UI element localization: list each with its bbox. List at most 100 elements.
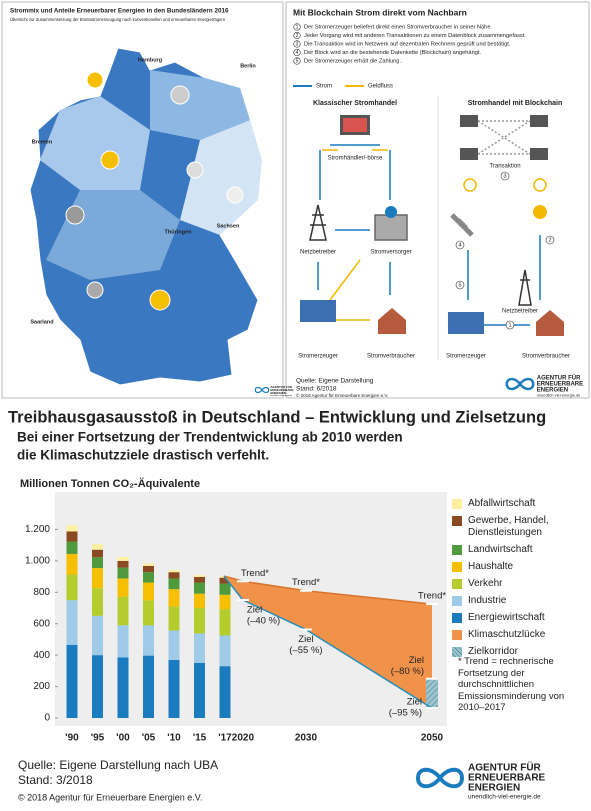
state-label: Berlin bbox=[240, 63, 256, 69]
chart-subtitle: die Klimaschutzziele drastisch verfehlt. bbox=[17, 448, 269, 463]
step-text: Die Transaktion wird im Netzwerk auf dez… bbox=[304, 42, 511, 48]
legend: Abfallwirtschaft Gewerbe, Handel, Dienstl… bbox=[452, 498, 584, 663]
legend-item: Gewerbe, Handel, Dienstleistungen bbox=[452, 515, 584, 539]
y-tick-label: 200 bbox=[33, 681, 50, 692]
step-number: 3 bbox=[503, 173, 506, 179]
bar-segment bbox=[117, 567, 129, 579]
step-badge bbox=[293, 31, 301, 40]
step-badge bbox=[455, 280, 465, 290]
x-tick-label: '95 bbox=[91, 733, 105, 744]
legend-item: Haushalte bbox=[452, 561, 584, 573]
logo-text: ERNEUERBARE bbox=[468, 773, 546, 784]
diagram-label: Stromhändler/-börse bbox=[328, 156, 383, 162]
bar-segment bbox=[92, 544, 103, 550]
step-badge bbox=[293, 48, 301, 57]
legend-label: Industrie bbox=[468, 595, 507, 606]
legend-swatch bbox=[452, 596, 462, 606]
bar-segment bbox=[168, 660, 180, 718]
target-label: Ziel bbox=[298, 634, 313, 645]
bar-segment bbox=[194, 663, 205, 718]
bar-segment bbox=[92, 588, 103, 616]
x-tick-label: 2050 bbox=[421, 733, 444, 744]
bar-segment bbox=[117, 578, 129, 597]
bar-segment bbox=[219, 635, 231, 667]
copyright: © 2018 Agentur für Erneuerbare Energien … bbox=[296, 392, 388, 398]
legend-label: Haushalte bbox=[468, 561, 514, 572]
y-tick-label: 1.000 bbox=[25, 555, 50, 566]
target-label: (–80 %) bbox=[391, 666, 424, 677]
diagram-label: Stromverbraucher bbox=[367, 354, 415, 360]
bar-segment bbox=[117, 556, 129, 561]
bar-segment bbox=[219, 666, 231, 718]
logo-mark bbox=[415, 767, 465, 789]
bar-segment bbox=[66, 600, 78, 645]
target-label: (–55 %) bbox=[289, 645, 322, 656]
state-label: Hamburg bbox=[138, 57, 162, 63]
x-tick-label: '05 bbox=[142, 733, 156, 744]
legend-item: Abfallwirtschaft bbox=[452, 498, 584, 510]
step-text: Jeder Vorgang wird mit anderen Transakti… bbox=[304, 33, 526, 39]
diagram-label: Stromerzeuger bbox=[446, 354, 486, 360]
legend-swatch bbox=[452, 516, 462, 526]
state-label: Sachsen bbox=[217, 223, 240, 229]
map-subtitle: Übersicht zur Zusammensetzung der Brutto… bbox=[10, 17, 226, 22]
logo-url: unendlich-viel-energie.de bbox=[468, 794, 541, 801]
step-number: 2 bbox=[548, 237, 551, 243]
logo-text: AGENTUR FÜR bbox=[468, 761, 542, 774]
legend-label: Landwirtschaft bbox=[468, 544, 533, 555]
logo-url: unendlich-viel-energie.de bbox=[537, 392, 580, 397]
legend-item: Industrie bbox=[452, 595, 584, 607]
state-label: Bremen bbox=[32, 139, 53, 145]
bar-segment bbox=[168, 630, 180, 661]
step-badge bbox=[505, 320, 515, 330]
blockchain-title: Mit Blockchain Strom direkt vom Nachbarn bbox=[293, 7, 467, 17]
state-label: Saarland bbox=[30, 319, 53, 325]
step-text: Der Stromerzeuger erhält die Zahlung. bbox=[304, 59, 401, 65]
bar-segment bbox=[143, 625, 154, 656]
step-number: 2 bbox=[296, 33, 299, 39]
x-tick-label: '90 bbox=[65, 733, 79, 744]
trend-label: Trend* bbox=[292, 577, 320, 588]
chart-subtitle: Bei einer Fortsetzung der Trendentwicklu… bbox=[17, 430, 403, 445]
legend-item: Zielkorridor bbox=[452, 646, 584, 658]
bar-segment bbox=[168, 572, 180, 579]
bar-segment bbox=[92, 549, 103, 558]
logo-text: AGENTUR FÜR bbox=[270, 384, 293, 389]
bar-segment bbox=[117, 596, 129, 626]
legend-swatch bbox=[452, 647, 462, 657]
step-badge bbox=[545, 235, 555, 245]
legend-item: Verkehr bbox=[452, 578, 584, 590]
logo-text: ERNEUERBARE bbox=[270, 388, 293, 392]
bar-segment bbox=[219, 609, 231, 636]
diagram-label: Stromversorger bbox=[370, 250, 411, 256]
target-label: (–40 %) bbox=[247, 616, 280, 627]
legend-swatch bbox=[452, 613, 462, 623]
bar-segment bbox=[219, 577, 231, 584]
diagram-label: Netzbetreiber bbox=[300, 250, 336, 256]
diagram-label: Netzbetreiber bbox=[502, 309, 538, 315]
target-label: (–95 %) bbox=[389, 708, 422, 719]
legend-label: Klimaschutzlücke bbox=[468, 629, 546, 640]
y-tick-label: 800 bbox=[33, 587, 50, 598]
bar-segment bbox=[168, 578, 180, 590]
bar-segment bbox=[66, 553, 78, 575]
x-tick-label: '10 bbox=[167, 733, 181, 744]
step-text: Der Stromerzeuger beliefert direkt einen… bbox=[304, 25, 493, 31]
legend-swatch bbox=[452, 630, 462, 640]
map-pies bbox=[65, 71, 244, 311]
step-badge bbox=[293, 23, 301, 31]
trend-label: Trend* bbox=[418, 591, 446, 602]
x-tick-label: '17 bbox=[218, 733, 232, 744]
legend-swatch bbox=[452, 562, 462, 572]
bar-segment bbox=[66, 541, 78, 554]
y-axis-label: Millionen Tonnen CO₂-Äquivalente bbox=[20, 477, 200, 490]
step-number: 1 bbox=[296, 24, 299, 30]
y-tick-label: 1.200 bbox=[25, 524, 50, 535]
bar-segment bbox=[194, 608, 205, 634]
bar-segment bbox=[66, 531, 78, 542]
y-tick-label: 600 bbox=[33, 618, 50, 629]
bar-segment bbox=[143, 600, 154, 626]
bar-segment bbox=[66, 525, 78, 532]
target-label: Ziel bbox=[407, 697, 422, 708]
